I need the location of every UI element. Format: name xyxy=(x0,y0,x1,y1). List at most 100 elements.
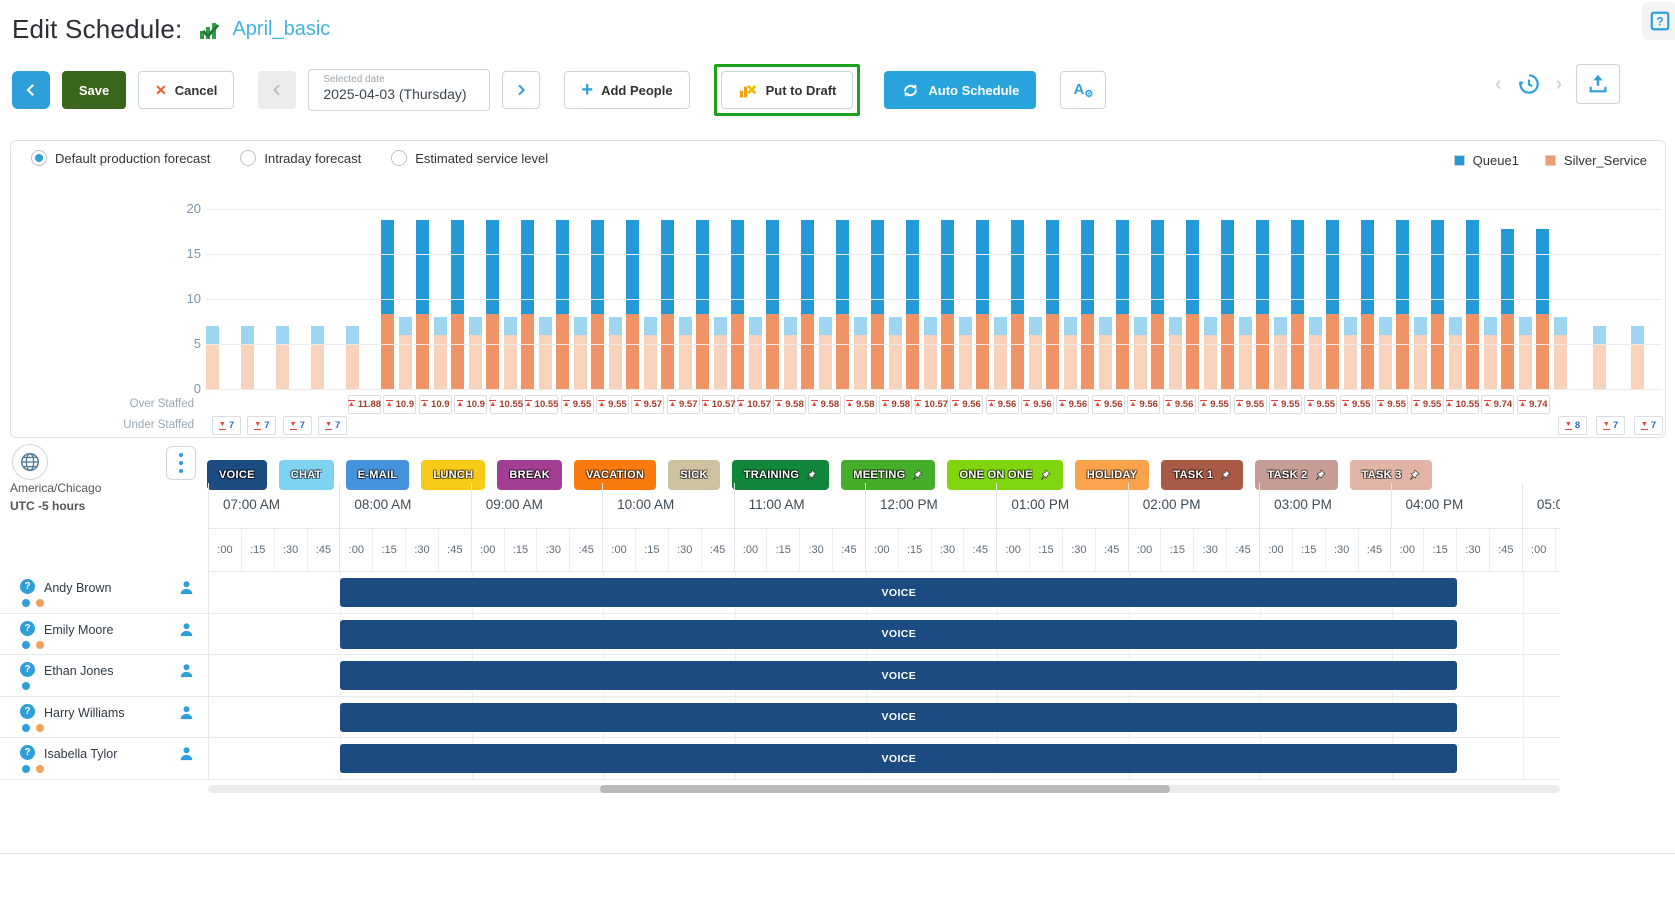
shift-bar-voice[interactable]: VOICE xyxy=(340,578,1457,607)
bar-segment xyxy=(959,317,972,335)
staffed-value: 11.88 xyxy=(358,399,381,410)
person-icon[interactable] xyxy=(179,663,194,678)
person-icon[interactable] xyxy=(179,622,194,637)
bar-segment xyxy=(276,344,289,389)
schedule-name-link[interactable]: April_basic xyxy=(232,18,330,41)
forecast-option-estimated-service-level[interactable]: Estimated service level xyxy=(391,150,548,166)
up-arrow-icon: ▲ xyxy=(1307,400,1314,409)
history-icon[interactable] xyxy=(1516,71,1542,97)
employee-avatar: ? xyxy=(20,662,35,677)
bar-segment xyxy=(416,220,429,315)
back-button[interactable] xyxy=(12,71,50,109)
down-arrow-icon: ▼ xyxy=(325,421,332,430)
selected-date-field[interactable]: Selected date 2025-04-03 (Thursday) xyxy=(308,69,490,111)
staffed-value: 9.55 xyxy=(1387,399,1406,410)
bar-segment xyxy=(1221,220,1234,315)
quarter-header: :30 xyxy=(537,529,570,571)
next-date-button[interactable] xyxy=(502,71,540,109)
quarter-header: :00 xyxy=(209,529,242,571)
bar-segment xyxy=(276,326,289,344)
up-arrow-icon: ▲ xyxy=(1446,400,1453,409)
under-staffed-badge: ▼7 xyxy=(1596,416,1625,435)
quarter-header: :00 xyxy=(997,529,1030,571)
grid-body: VOICE VOICE VOICE VOICE VOICE xyxy=(209,572,1560,780)
over-staffed-badge: ▲11.88 xyxy=(348,395,381,414)
shift-bar-voice[interactable]: VOICE xyxy=(340,661,1457,690)
gridline xyxy=(206,254,1662,255)
schedule-menu-button[interactable] xyxy=(166,446,196,480)
bar-segment xyxy=(626,220,639,315)
bar-segment xyxy=(1326,314,1339,389)
timezone-button[interactable] xyxy=(12,444,48,480)
horizontal-scrollbar[interactable] xyxy=(208,785,1560,793)
up-arrow-icon: ▲ xyxy=(598,400,605,409)
staffed-value: 7 xyxy=(1613,420,1618,431)
help-button[interactable]: ? xyxy=(1642,2,1675,40)
employee-status-dots xyxy=(22,599,44,607)
auto-schedule-label: Auto Schedule xyxy=(928,83,1019,98)
publish-button[interactable] xyxy=(1576,64,1620,104)
history-next-icon[interactable]: › xyxy=(1556,73,1563,96)
staffed-value: 10.57 xyxy=(924,399,948,410)
radio-icon[interactable] xyxy=(31,150,47,166)
bar-segment xyxy=(1081,314,1094,389)
shift-bar-voice[interactable]: VOICE xyxy=(340,703,1457,732)
history-prev-icon[interactable]: ‹ xyxy=(1495,73,1502,96)
up-arrow-icon: ▲ xyxy=(1236,400,1243,409)
bar-segment xyxy=(731,314,744,389)
save-button[interactable]: Save xyxy=(62,71,126,109)
person-icon[interactable] xyxy=(179,580,194,595)
put-to-draft-button[interactable]: Put to Draft xyxy=(721,71,854,109)
bar-segment xyxy=(1029,317,1042,335)
person-icon[interactable] xyxy=(179,746,194,761)
prev-date-button[interactable] xyxy=(258,71,296,109)
quarter-header: :00 xyxy=(1260,529,1293,571)
activity-label: HOLIDAY xyxy=(1087,469,1138,481)
bar-segment xyxy=(836,220,849,315)
gridline xyxy=(206,344,1662,345)
bar-segment xyxy=(381,220,394,315)
status-dot xyxy=(22,599,30,607)
over-staffed-badge: ▲9.56 xyxy=(1021,395,1054,414)
employee-row: ?Emily Moore xyxy=(0,614,208,656)
person-icon[interactable] xyxy=(179,705,194,720)
over-staffed-label: Over Staffed xyxy=(11,398,194,410)
staffed-value: 10.55 xyxy=(499,399,523,410)
over-staffed-badge: ▲9.55 xyxy=(596,395,629,414)
put-to-draft-highlight: Put to Draft xyxy=(714,64,861,116)
employee-status-dots xyxy=(22,724,44,732)
kebab-icon xyxy=(179,453,183,457)
quarter-header: :30 xyxy=(1326,529,1359,571)
staffed-value: 9.55 xyxy=(1281,399,1300,410)
forecast-card: Default production forecast Intraday fore… xyxy=(10,140,1666,438)
bar-segment xyxy=(1466,220,1479,315)
hour-header-1100am: 11:00 AM xyxy=(735,483,866,528)
bar-segment xyxy=(801,220,814,315)
bar-segment xyxy=(1519,317,1532,335)
quarters-header: :00:15:30:45:00:15:30:45:00:15:30:45:00:… xyxy=(209,529,1560,572)
agent-settings-button[interactable]: A⚙ xyxy=(1060,71,1106,109)
shift-bar-voice[interactable]: VOICE xyxy=(340,744,1457,773)
radio-icon[interactable] xyxy=(391,150,407,166)
bar-segment xyxy=(784,317,797,335)
auto-schedule-button[interactable]: Auto Schedule xyxy=(884,71,1036,109)
add-people-button[interactable]: + Add People xyxy=(564,71,689,109)
shift-bar-voice[interactable]: VOICE xyxy=(340,620,1457,649)
cancel-button[interactable]: ✕ Cancel xyxy=(138,71,234,109)
quarter-header: :00 xyxy=(1391,529,1424,571)
bar-segment xyxy=(1414,317,1427,335)
bar-segment xyxy=(574,317,587,335)
pin-icon xyxy=(1219,469,1231,481)
up-arrow-icon: ▲ xyxy=(702,400,709,409)
legend-item-queue1[interactable]: Queue1 xyxy=(1454,153,1519,168)
status-dot xyxy=(36,765,44,773)
activity-label: LUNCH xyxy=(433,469,473,481)
quarter-header: :45 xyxy=(308,529,341,571)
forecast-option-default-production-forecast[interactable]: Default production forecast xyxy=(31,150,210,166)
forecast-option-intraday-forecast[interactable]: Intraday forecast xyxy=(240,150,361,166)
scrollbar-thumb[interactable] xyxy=(600,785,1170,793)
bar-segment xyxy=(1274,317,1287,335)
bar-segment xyxy=(819,317,832,335)
legend-item-silver_service[interactable]: Silver_Service xyxy=(1545,153,1647,168)
radio-icon[interactable] xyxy=(240,150,256,166)
